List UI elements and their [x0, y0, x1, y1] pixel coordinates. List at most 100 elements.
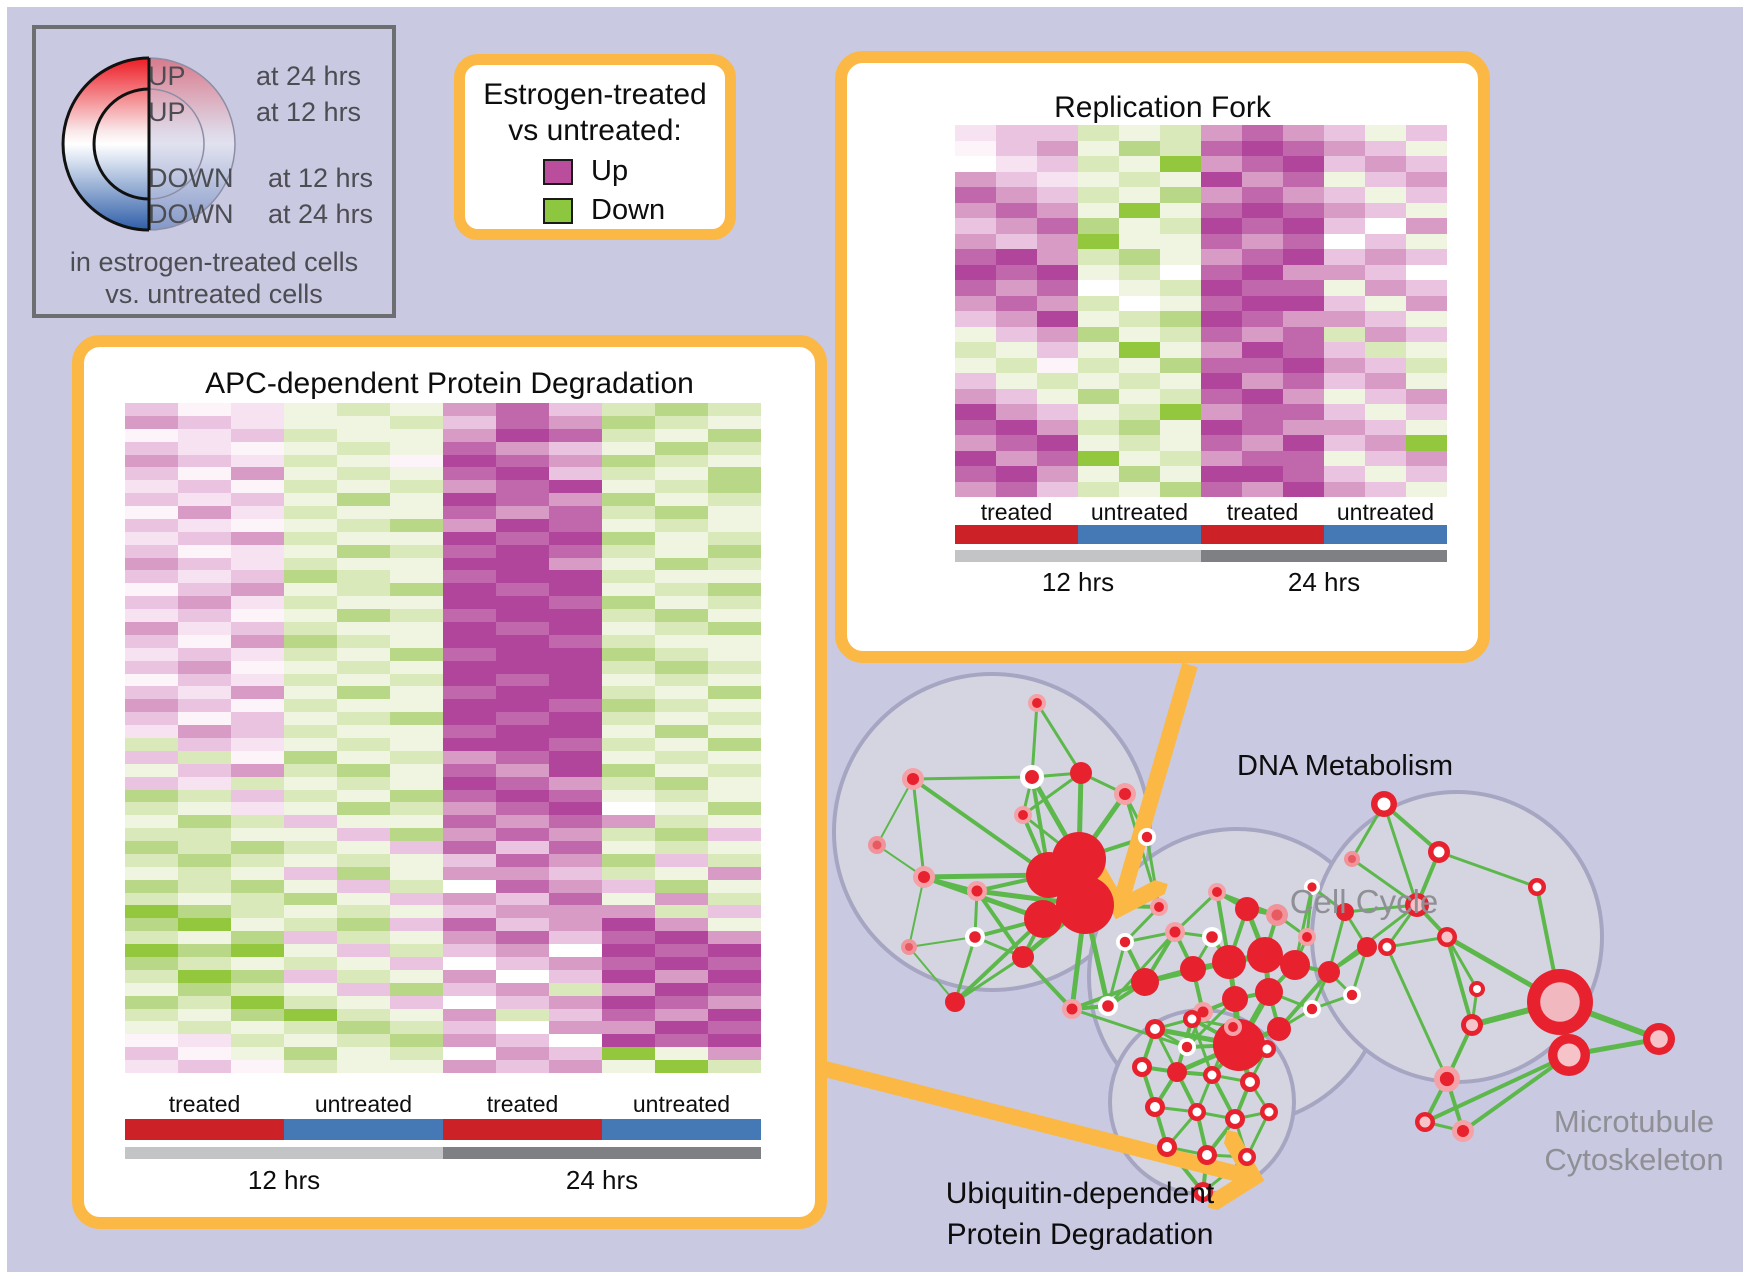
rf-col-label-untreated-24: untreated: [1336, 499, 1435, 525]
network-node-core: [1025, 770, 1039, 784]
apc-col-label-treated-12: treated: [168, 1091, 241, 1117]
network-node-core: [1150, 1102, 1160, 1112]
up-label: Up: [591, 155, 629, 187]
network-edge: [1021, 955, 1074, 1011]
network-edge: [908, 876, 925, 948]
apc-heatmap: [125, 403, 761, 1073]
network-edge: [1351, 857, 1418, 907]
updown-legend-box: UP at 24 hrs UP at 12 hrs DOWN at 12 hrs…: [32, 25, 396, 318]
apc-12hr-bar: [125, 1147, 443, 1159]
estrogen-legend-box: Estrogen-treated vs untreated: Up Down: [454, 54, 736, 240]
network-node-core: [1192, 1107, 1202, 1117]
up-color-swatch: [543, 158, 573, 185]
cluster-label-cell-cycle: Cell Cycle: [1289, 883, 1439, 920]
network-node-core: [1419, 1116, 1431, 1128]
network-node: [1280, 950, 1310, 980]
network-node-core: [872, 840, 882, 850]
network-edge: [1445, 936, 1479, 990]
network-node-core: [1032, 698, 1042, 708]
network-node-core: [1307, 882, 1317, 892]
network-node-core: [1557, 1043, 1581, 1067]
down-label: Down: [591, 194, 666, 226]
ubiquitin-label-line1: Ubiquitin-dependent: [945, 1177, 1215, 1210]
network-edge: [1461, 1053, 1571, 1133]
network-node-core: [917, 870, 931, 884]
network-node-core: [969, 931, 981, 943]
network-node: [945, 992, 965, 1012]
network-node-core: [1197, 1006, 1209, 1018]
network-node-core: [1348, 855, 1356, 863]
legend-time-up24: at 24 hrs: [256, 61, 362, 91]
network-node-core: [1306, 1003, 1318, 1015]
rf-untreated-bar-12: [1078, 525, 1201, 544]
network-node-core: [1198, 1187, 1208, 1197]
network-node-core: [905, 943, 913, 951]
rf-treated-bar-24: [1201, 525, 1324, 544]
network-node: [1318, 961, 1340, 983]
network-node-core: [1206, 931, 1218, 943]
network-node-core: [1433, 846, 1445, 858]
network-edge: [1277, 970, 1331, 1031]
rf-col-label-treated-12: treated: [980, 499, 1053, 525]
network-edge: [1382, 803, 1419, 906]
network-node-core: [1181, 1041, 1193, 1053]
network-node: [1056, 876, 1114, 934]
network-edge: [912, 775, 1033, 781]
network-node-core: [1245, 1077, 1255, 1087]
network-edge: [908, 946, 956, 1003]
apc-title: APC-dependent Protein Degradation: [205, 367, 694, 400]
network-node-core: [1228, 1022, 1238, 1032]
network-node-core: [1410, 898, 1424, 912]
replication-fork-title: Replication Fork: [1054, 91, 1271, 124]
network-node-core: [1150, 1024, 1160, 1034]
apc-untreated-bar-12: [284, 1119, 443, 1140]
rf-24hr-label: 24 hrs: [1287, 567, 1361, 597]
network-node-core: [1141, 831, 1153, 843]
network-edge: [911, 777, 1051, 877]
network-node-core: [1102, 1000, 1114, 1012]
network-edge: [1445, 936, 1474, 1026]
apc-col-label-treated-24: treated: [486, 1091, 559, 1117]
network-edge: [954, 955, 1024, 1004]
network-node-core: [1441, 931, 1453, 943]
legend-caption-line1: in estrogen-treated cells: [69, 247, 359, 277]
rf-col-label-treated-24: treated: [1226, 499, 1299, 525]
apc-24hr-bar: [443, 1147, 761, 1159]
network-edge: [953, 936, 977, 1003]
network-node: [1024, 900, 1062, 938]
legend-time-down24: at 24 hrs: [268, 199, 374, 229]
down-color-swatch: [543, 197, 573, 224]
apc-col-label-untreated-24: untreated: [632, 1091, 731, 1117]
network-node-core: [1242, 1152, 1252, 1162]
legend-time-up12: at 12 hrs: [256, 97, 362, 127]
cluster-label-microtubule-cytoskeleton: Microtubule Cytoskeleton: [1494, 1103, 1743, 1179]
panel-to-cluster-arrow: [1120, 662, 1198, 905]
ubiquitin-label-line2: Protein Degradation: [946, 1218, 1214, 1251]
network-svg: [823, 662, 1675, 1272]
network-node-core: [1271, 909, 1283, 921]
network-edge: [953, 917, 1045, 1004]
network-node-core: [1162, 1142, 1172, 1152]
network-node-core: [1465, 1018, 1479, 1032]
network-edge: [911, 778, 926, 878]
microtubule-label-line1: Microtubule: [1553, 1104, 1715, 1139]
network-node: [1357, 937, 1377, 957]
network-edge: [908, 936, 976, 948]
network-edge: [1438, 850, 1538, 889]
apc-col-label-untreated-12: untreated: [314, 1091, 413, 1117]
network-node: [1267, 1017, 1291, 1041]
network-node-core: [1262, 1044, 1272, 1054]
network-edge: [1030, 702, 1039, 778]
cluster-label-dna-metabolism: DNA Metabolism: [1237, 750, 1453, 782]
network-node: [1235, 897, 1259, 921]
rf-treated-bar-12: [955, 525, 1078, 544]
network-node-core: [1118, 787, 1132, 801]
network-node-core: [906, 772, 920, 786]
network-node: [1167, 1062, 1187, 1082]
apc-untreated-bar-24: [602, 1119, 761, 1140]
network-edge: [1424, 1053, 1570, 1124]
legend-caption-line2: vs. untreated cells: [105, 279, 323, 309]
rf-12hr-label: 12 hrs: [1041, 567, 1115, 597]
legend-time-down12: at 12 hrs: [268, 163, 374, 193]
network-edge: [1190, 1018, 1214, 1076]
